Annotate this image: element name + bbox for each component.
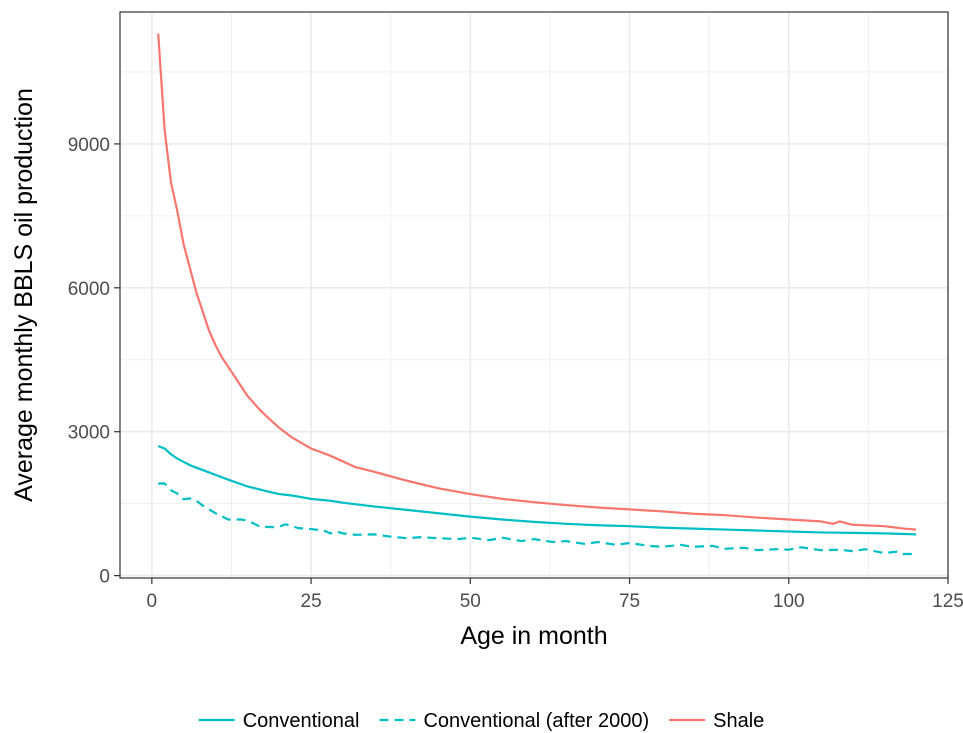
- x-tick-label: 50: [460, 591, 481, 612]
- series-line: [158, 482, 917, 556]
- x-tick-label: 75: [619, 591, 640, 612]
- y-axis-title: Average monthly BBLS oil production: [10, 88, 38, 502]
- axes: 0 25 50 75 100 125 0 3000 6000 9000: [68, 135, 963, 612]
- plot-border: [119, 11, 949, 579]
- legend: Conventional Conventional (after 2000) Sha…: [198, 710, 764, 732]
- legend-label: Conventional: [243, 710, 360, 732]
- y-tick-label: 0: [99, 567, 110, 588]
- legend-label: Shale: [713, 710, 764, 732]
- grid-lines: [120, 12, 949, 578]
- x-tick-label: 25: [301, 591, 322, 612]
- y-tick-label: 6000: [68, 279, 110, 300]
- y-tick-label: 3000: [68, 423, 110, 444]
- series-line: [157, 33, 917, 531]
- x-tick-label: 0: [147, 591, 158, 612]
- series-line: [157, 445, 917, 536]
- x-tick-label: 125: [932, 591, 963, 612]
- x-axis-title: Age in month: [460, 622, 607, 650]
- x-tick-label: 100: [773, 591, 805, 612]
- series-layer: [157, 33, 917, 556]
- plot-panel: [120, 12, 948, 578]
- y-tick-label: 9000: [68, 135, 110, 156]
- legend-label: Conventional (after 2000): [423, 710, 649, 732]
